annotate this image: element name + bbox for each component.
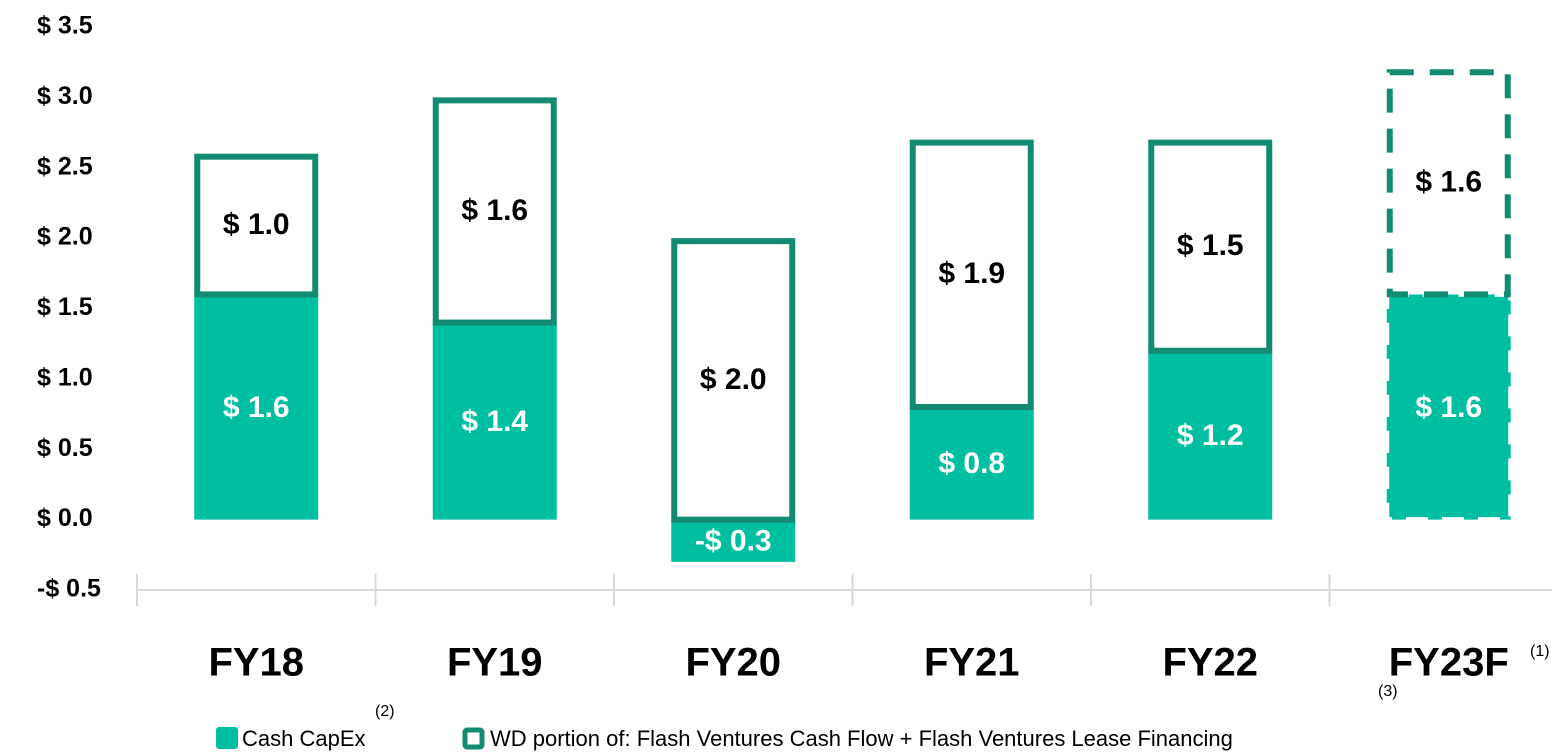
legend-label: WD portion of: Flash Ventures Cash Flow …	[490, 726, 1233, 751]
y-tick-label: $ 0.5	[37, 434, 93, 462]
data-label: $ 1.0	[223, 208, 290, 241]
bar-segment-outline	[671, 238, 796, 523]
bar-segment	[1148, 350, 1273, 520]
data-label: $ 1.4	[461, 405, 528, 438]
y-tick-label: -$ 0.5	[37, 575, 101, 603]
data-label: -$ 0.3	[695, 525, 772, 558]
bar-segment	[1384, 291, 1514, 523]
annotation: (3)	[1378, 683, 1398, 700]
data-label: $ 1.9	[938, 257, 1005, 290]
bar-segment	[432, 322, 557, 520]
y-tick-label: $ 0.0	[37, 504, 93, 532]
x-tick-label: FY22	[1162, 641, 1258, 685]
data-label: $ 0.8	[938, 447, 1005, 480]
x-tick-label: FY20	[685, 641, 781, 685]
y-tick-label: $ 1.5	[37, 293, 93, 321]
data-label: $ 1.2	[1177, 419, 1244, 452]
data-label: $ 2.0	[700, 363, 767, 396]
x-tick-label: FY19	[447, 641, 543, 685]
legend-swatch	[462, 727, 485, 750]
x-tick-label: FY23F	[1389, 641, 1509, 685]
y-tick-label: $ 3.5	[37, 12, 93, 40]
y-tick-label: $ 3.0	[37, 82, 93, 110]
data-label: $ 1.6	[223, 391, 290, 424]
y-tick-label: $ 1.0	[37, 363, 93, 391]
bar-segment-outline	[1386, 69, 1511, 298]
bar-segment-outline	[432, 97, 557, 326]
bar-segment	[194, 294, 319, 520]
y-tick-label: $ 2.5	[37, 152, 93, 180]
annotation: (1)	[1530, 643, 1550, 660]
bar-segment-outline	[909, 139, 1034, 411]
x-tick-label: FY18	[208, 641, 304, 685]
bar-segment	[671, 519, 796, 562]
legend-swatch	[216, 727, 238, 749]
bar-segment-outline	[194, 153, 319, 298]
legend-label: Cash CapEx	[242, 726, 366, 751]
y-tick-label: $ 2.0	[37, 223, 93, 251]
data-label: $ 1.6	[1415, 166, 1482, 199]
bar-segment-outline	[1148, 139, 1273, 354]
data-label: $ 1.5	[1177, 229, 1244, 262]
annotation: (2)	[375, 703, 395, 720]
data-label: $ 1.6	[1415, 391, 1482, 424]
data-label: $ 1.6	[461, 194, 528, 227]
bar-segment	[909, 407, 1034, 520]
x-tick-label: FY21	[924, 641, 1020, 685]
